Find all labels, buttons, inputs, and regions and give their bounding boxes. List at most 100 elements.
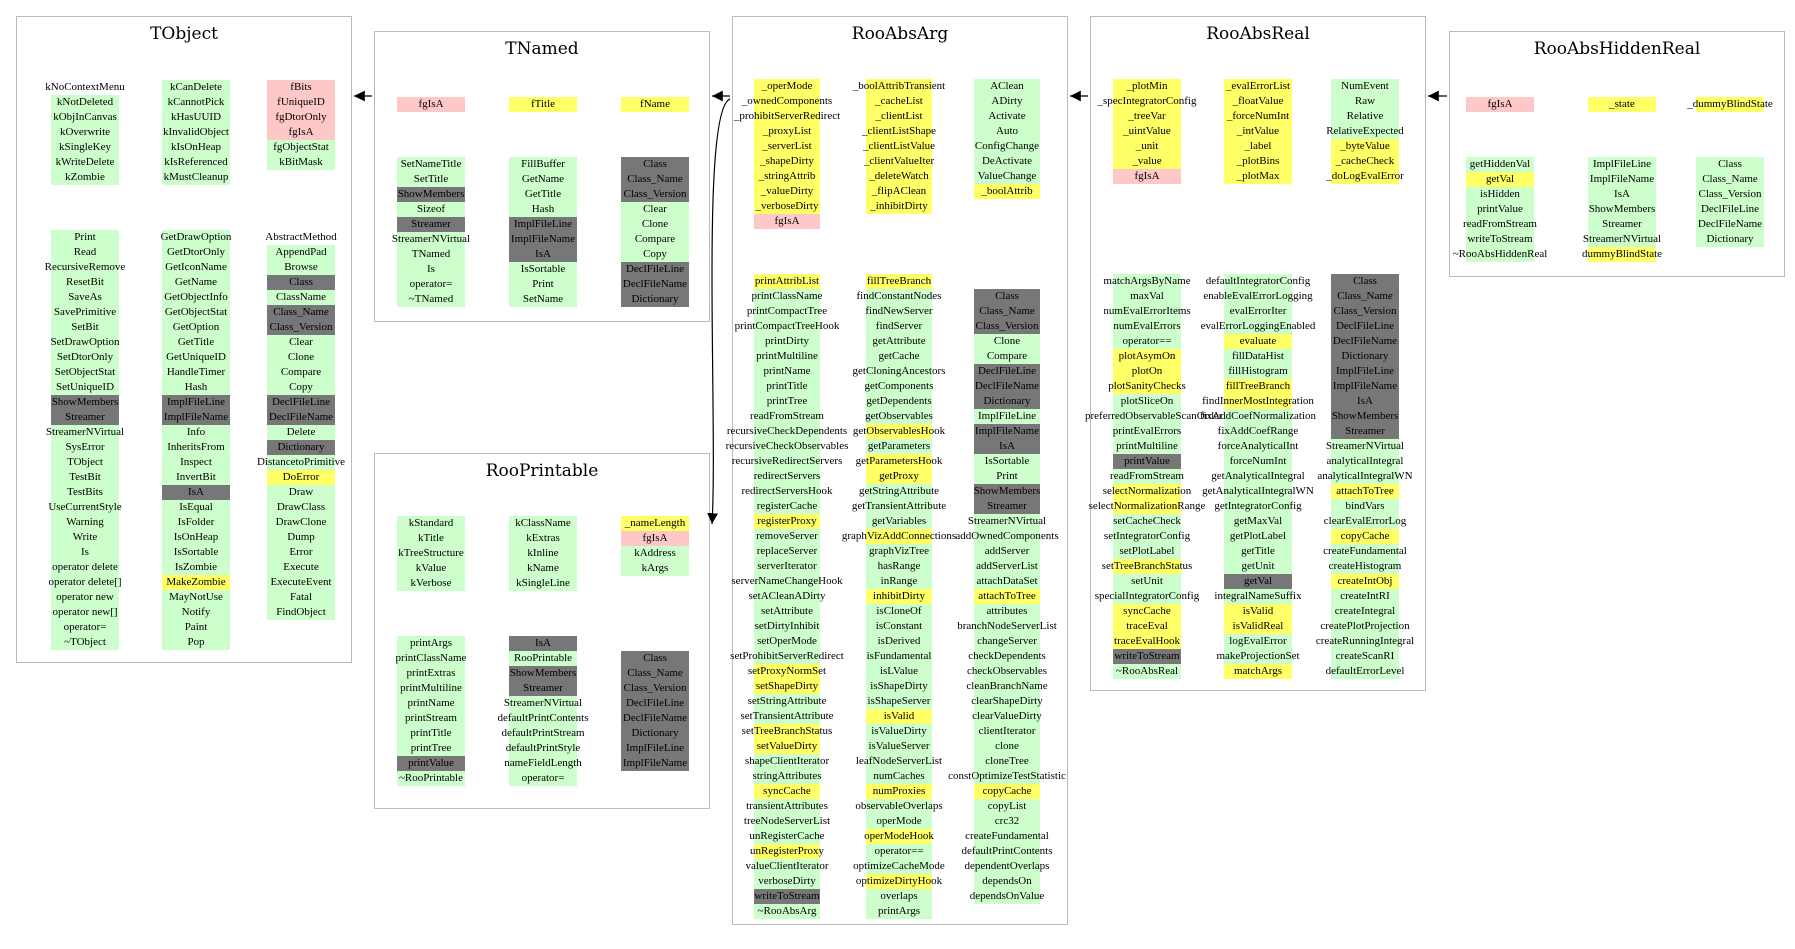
member-label: GetName — [142, 275, 250, 290]
member-label: createHistogram — [1303, 559, 1427, 574]
member-label: printTitle — [377, 726, 485, 741]
member-label: selectNormalization — [1085, 484, 1209, 499]
member-label: clearValueDirty — [945, 709, 1069, 724]
member-label: setACleanADirty — [725, 589, 849, 604]
member-label: Print — [489, 277, 597, 292]
member-label: getAnalyticalIntegral — [1196, 469, 1320, 484]
member-label: bindVars — [1303, 499, 1427, 514]
member-label: StreamerNVirtual — [1303, 439, 1427, 454]
member-label: numCaches — [837, 769, 961, 784]
member-label: _cacheList — [837, 94, 961, 109]
member-label: matchArgsByName — [1085, 274, 1209, 289]
member-label: _stringAttrib — [725, 169, 849, 184]
member-label: copyCache — [1303, 529, 1427, 544]
member-label: getHiddenVal — [1446, 157, 1554, 172]
member-label: DoError — [253, 470, 349, 485]
member-label: kCanDelete — [142, 80, 250, 95]
member-label: fillHistogram — [1196, 364, 1320, 379]
member-label: isCloneOf — [837, 604, 961, 619]
member-label: readFromStream — [1446, 217, 1554, 232]
member-label: ConfigChange — [945, 139, 1069, 154]
member-label: getProxy — [837, 469, 961, 484]
member-label: IsA — [142, 485, 250, 500]
member-label: printStream — [377, 711, 485, 726]
class-title: RooAbsArg — [851, 24, 949, 44]
member-label: ImplFileLine — [142, 395, 250, 410]
member-label: fgIsA — [377, 97, 485, 112]
members-column: _state ImplFileLine ImplFileName IsA ShowMem… — [1568, 97, 1676, 262]
member-label: nameFieldLength — [489, 756, 597, 771]
member-label: getDependents — [837, 394, 961, 409]
member-label: kExtras — [489, 531, 597, 546]
member-label: Notify — [142, 605, 250, 620]
member-label: Dictionary — [253, 440, 349, 455]
member-label: plotAsymOn — [1085, 349, 1209, 364]
member-label: operator== — [1085, 334, 1209, 349]
member-label: ImplFileLine — [1568, 157, 1676, 172]
member-label: setUnit — [1085, 574, 1209, 589]
member-label: kHasUUID — [142, 110, 250, 125]
member-label: GetUniqueID — [142, 350, 250, 365]
member-label: dummyBlindState — [1568, 247, 1676, 262]
member-label: getStringAttribute — [837, 484, 961, 499]
member-label: ClassName — [253, 290, 349, 305]
member-label: operator== — [837, 844, 961, 859]
member-label: ImplFileName — [601, 756, 709, 771]
member-label: setStringAttribute — [725, 694, 849, 709]
member-label: unRegisterProxy — [725, 844, 849, 859]
member-label: NumEvent — [1303, 79, 1427, 94]
member-label: defaultPrintContents — [489, 711, 597, 726]
member-label: _evalErrorList — [1196, 79, 1320, 94]
member-label: RooPrintable — [489, 651, 597, 666]
member-label: Class_Name — [1303, 289, 1427, 304]
member-label: SetDrawOption — [31, 335, 139, 350]
member-label: kBitMask — [253, 155, 349, 170]
member-label: _deleteWatch — [837, 169, 961, 184]
member-label: Class — [1676, 157, 1784, 172]
member-label: _uintValue — [1085, 124, 1209, 139]
member-label: Raw — [1303, 94, 1427, 109]
member-label: kSingleKey — [31, 140, 139, 155]
member-label: getCache — [837, 349, 961, 364]
member-label: createScanRI — [1303, 649, 1427, 664]
member-label: isFundamental — [837, 649, 961, 664]
member-label: getParameters — [837, 439, 961, 454]
member-label: kWriteDelete — [31, 155, 139, 170]
member-label: GetTitle — [142, 335, 250, 350]
member-label: evaluate — [1196, 334, 1320, 349]
member-label: printExtras — [377, 666, 485, 681]
member-label: traceEval — [1085, 619, 1209, 634]
member-label: analyticalIntegralWN — [1303, 469, 1427, 484]
member-label: DeclFileLine — [601, 696, 709, 711]
member-label: shapeClientIterator — [725, 754, 849, 769]
member-label: plotOn — [1085, 364, 1209, 379]
member-label: RecursiveRemove — [31, 260, 139, 275]
member-label: Class_Version — [253, 320, 349, 335]
member-label: Class — [601, 157, 709, 172]
member-label: _plotBins — [1196, 154, 1320, 169]
member-label: findInnerMostIntegration — [1196, 394, 1320, 409]
member-label: ImplFileName — [1303, 379, 1427, 394]
member-label: redirectServersHook — [725, 484, 849, 499]
member-label: printMultiline — [377, 681, 485, 696]
member-label: getAnalyticalIntegralWN — [1196, 484, 1320, 499]
member-label: defaultIntegratorConfig — [1196, 274, 1320, 289]
members-column: kStandard kTitle kTreeStructure kValue kVerb… — [377, 516, 485, 786]
member-label: recursiveCheckDependents — [725, 424, 849, 439]
member-label: attachDataSet — [945, 574, 1069, 589]
member-label: SetNameTitle — [377, 157, 485, 172]
member-label: addOwnedComponents — [945, 529, 1069, 544]
member-label: dependsOnValue — [945, 889, 1069, 904]
member-label: Dictionary — [601, 292, 709, 307]
members-column: fgIsA getHiddenVal getVal isHidden printValu… — [1446, 97, 1554, 262]
member-label: kArgs — [601, 561, 709, 576]
member-label: integralNameSuffix — [1196, 589, 1320, 604]
member-label: Print — [945, 469, 1069, 484]
member-label: Hash — [489, 202, 597, 217]
member-label: readFromStream — [1085, 469, 1209, 484]
member-label: ShowMembers — [1303, 409, 1427, 424]
member-label: printTitle — [725, 379, 849, 394]
member-label: printTree — [377, 741, 485, 756]
member-label: setProxyNormSet — [725, 664, 849, 679]
member-label: _valueDirty — [725, 184, 849, 199]
